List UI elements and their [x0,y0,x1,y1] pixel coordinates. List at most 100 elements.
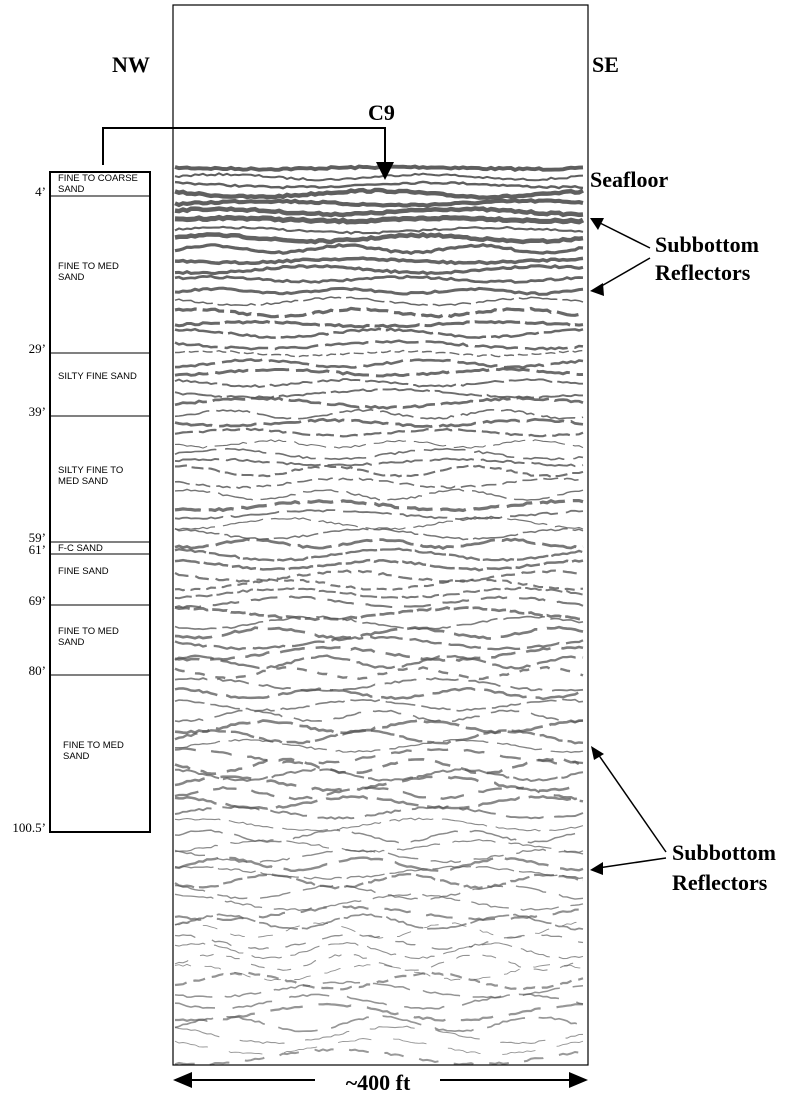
reflector-trace [174,767,584,783]
connector [102,127,386,170]
reflector-trace [174,488,584,502]
reflector-trace [174,665,584,681]
arrowheads [590,218,604,875]
reflector-trace [174,1038,584,1055]
reflector-trace [174,913,584,931]
reflector-trace [174,963,583,982]
reflector-trace [174,905,584,922]
profile-frame [172,4,589,1066]
reflector-trace [174,586,584,600]
reflector-trace [174,1048,584,1067]
reflector-trace [174,396,584,410]
reflector-trace [174,829,584,844]
reflector-trace [174,225,584,235]
reflector-trace [174,884,584,900]
layer-description: F-C SAND [58,543,103,554]
reflector-trace [174,231,584,245]
depth-label: 80’ [28,663,46,678]
arrowhead [376,162,394,180]
reflector-trace [174,378,583,388]
reflector-trace [174,439,584,449]
depth-label: 29’ [28,341,46,356]
reflector-trace [174,516,584,531]
reflector-trace [174,953,583,972]
se-label: SE [592,52,619,77]
reflector-trace [174,367,584,378]
reflector-trace [174,785,584,801]
reflector-trace [174,606,583,622]
reflector-label: Subbottom [672,840,776,865]
reflector-trace [174,747,584,765]
reflector-label: Reflectors [655,260,751,285]
reflector-trace [174,319,584,329]
reflector-trace [174,286,584,296]
layer-description: FINE TO MED SAND [58,260,119,283]
reflector-trace [174,214,585,225]
boring-log-frame [49,171,151,833]
reflector-trace [174,993,584,1011]
depth-label: 4’ [35,184,46,199]
reflector-trace [174,838,584,853]
reflector-trace [174,1015,584,1033]
reflector-trace [174,933,584,950]
reflector-trace [175,358,584,370]
reflector-trace [174,447,584,461]
reflector-trace [174,172,584,182]
reflector-trace [174,757,584,776]
reflector-trace [175,1002,584,1023]
reflector-trace [174,578,584,592]
layer-lines [50,195,150,676]
nw-label: NW [112,52,150,77]
seafloor-label: Seafloor [590,167,668,192]
reflector-trace [174,775,584,793]
reflector-trace [174,677,584,693]
layer-description: FINE TO COARSE SAND [58,173,138,195]
arrowhead [569,1072,588,1088]
reflector-trace [174,274,584,284]
reflector-trace [174,971,584,991]
reflector-trace [174,625,584,640]
reflector-trace [174,296,584,307]
depth-label: 100.5’ [12,820,46,835]
reflector-trace [175,738,584,754]
reflector-trace [174,457,584,468]
reflector-trace [174,728,584,745]
pointer-arrows [597,221,667,869]
reflector-trace [174,893,584,912]
reflector-trace [174,1025,584,1045]
reflector-trace [174,686,584,701]
depth-label: 69’ [28,593,46,608]
reflector-trace [174,872,584,890]
scale-label: ~400 ft [346,1070,411,1095]
layer-description: FINE TO MED SAND [63,739,124,762]
reflector-trace [174,264,584,276]
reflector-trace [174,198,584,208]
reflector-trace [174,547,584,562]
reflector-trace [174,645,584,662]
reflector-trace [174,509,584,521]
reflector-trace [174,537,584,550]
reflector-trace [175,349,584,358]
reflector-trace [174,942,584,960]
reflector-trace [174,256,584,266]
reflector-trace [174,848,584,864]
reflector-trace [174,306,584,319]
reflector-trace [174,805,584,820]
layer-description: FINE SAND [58,565,109,577]
reflector-trace [174,527,584,541]
depth-label: 59’ [28,530,46,545]
reflector-trace [174,856,584,873]
reflector-trace [174,865,584,880]
reflector-trace [174,569,584,583]
reflector-label: Reflectors [672,870,768,895]
reflector-trace [174,387,583,399]
reflector-trace [174,242,584,256]
boring-label: C9 [368,100,395,125]
reflector-trace [174,339,584,351]
depth-label: 39’ [28,404,46,419]
reflector-trace [174,615,584,631]
reflector-trace [174,595,584,609]
reflector-trace [174,558,584,572]
